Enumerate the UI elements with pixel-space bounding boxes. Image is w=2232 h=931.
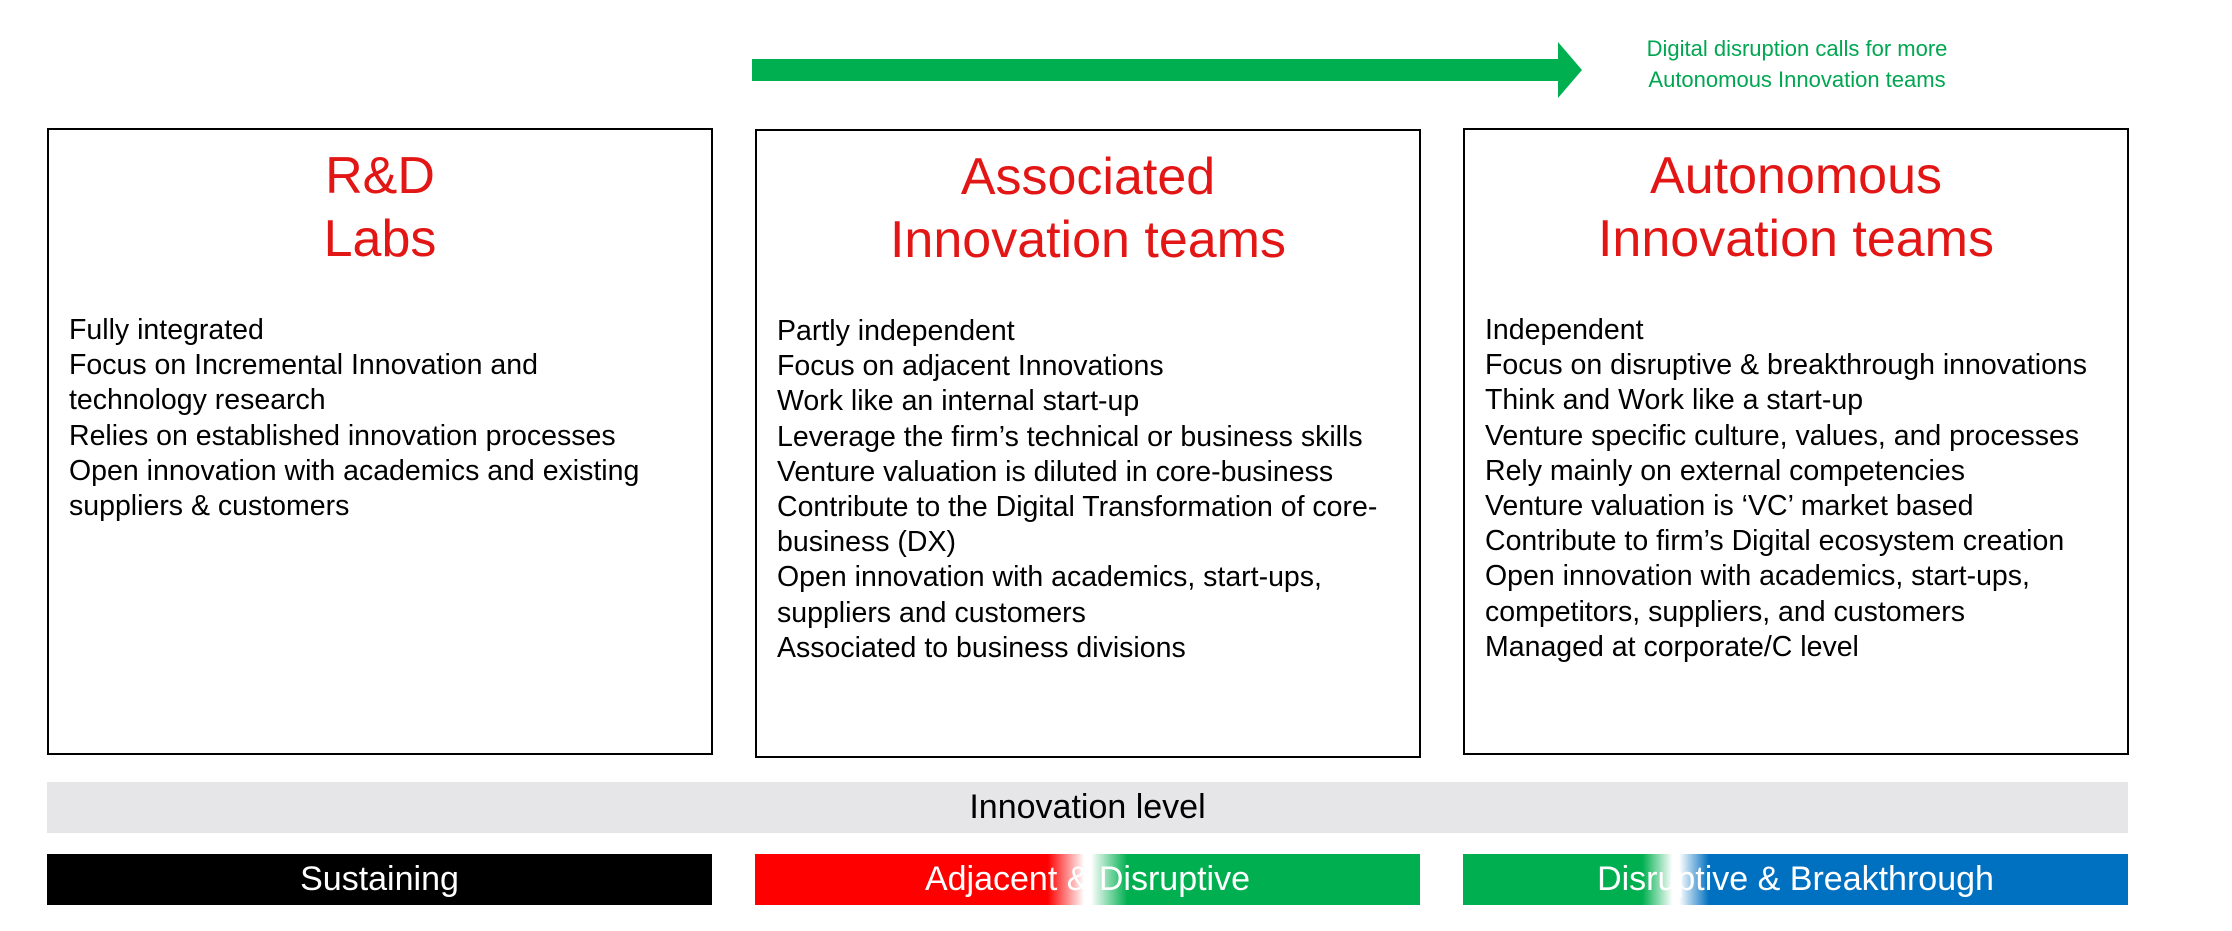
- callout-line-2: Autonomous Innovation teams: [1648, 67, 1946, 92]
- list-item: Fully integrated: [69, 314, 264, 346]
- list-item: Open innovation with academics, start-up…: [777, 561, 1322, 629]
- list-item: Rely mainly on external competencies: [1485, 454, 1965, 487]
- list-item: Open innovation with academics and exist…: [69, 454, 640, 523]
- list-item: Independent: [1485, 314, 1644, 346]
- card-title-line-1: R&D: [325, 147, 435, 205]
- list-item: Focus on disruptive & breakthrough innov…: [1485, 349, 2088, 382]
- card-title-line-1: Associated: [960, 148, 1216, 206]
- list-item: Partly independent: [777, 315, 1015, 347]
- list-item: Focus on adjacent Innovations: [777, 350, 1164, 383]
- list-item: Associated to business divisions: [777, 631, 1186, 664]
- progression-arrow: [752, 42, 1582, 98]
- card-title: R&D Labs: [49, 145, 711, 271]
- card-feature-list: Independent Focus on disruptive & breakt…: [1465, 313, 2127, 665]
- arrow-shaft: [752, 59, 1560, 81]
- disruption-callout: Digital disruption calls for more Autono…: [1580, 33, 2014, 95]
- card-title: Associated Innovation teams: [757, 146, 1419, 272]
- callout-line-1: Digital disruption calls for more: [1646, 36, 1948, 61]
- card-feature-list: Partly independent Focus on adjacent Inn…: [757, 314, 1419, 666]
- card-title-line-2: Innovation teams: [889, 211, 1287, 269]
- list-item: Open innovation with academics, start-up…: [1485, 560, 2030, 628]
- level-bar-sustaining: Sustaining: [47, 854, 712, 905]
- innovation-level-band: Innovation level: [47, 782, 2128, 833]
- card-title-line-2: Innovation teams: [1597, 210, 1995, 268]
- list-item: Venture valuation is diluted in core-bus…: [777, 455, 1334, 488]
- level-bar-disruptive-breakthrough: Disruptive & Breakthrough: [1463, 854, 2128, 905]
- card-title-line-2: Labs: [323, 210, 437, 268]
- card-feature-list: Fully integrated Focus on Incremental In…: [49, 313, 711, 524]
- list-item: Focus on Incremental Innovation and tech…: [69, 349, 538, 417]
- list-item: Leverage the firm’s technical or busines…: [777, 420, 1363, 453]
- list-item: Contribute to firm’s Digital ecosystem c…: [1485, 525, 2065, 558]
- list-item: Work like an internal start-up: [777, 385, 1140, 418]
- card-associated-innovation-teams: Associated Innovation teams Partly indep…: [755, 129, 1421, 758]
- card-title: Autonomous Innovation teams: [1465, 145, 2127, 271]
- card-title-line-1: Autonomous: [1650, 147, 1942, 205]
- list-item: Managed at corporate/C level: [1485, 630, 1859, 663]
- list-item: Venture specific culture, values, and pr…: [1485, 419, 2080, 452]
- arrow-head: [1558, 42, 1582, 98]
- list-item: Think and Work like a start-up: [1485, 384, 1864, 417]
- level-bar-adjacent-disruptive: Adjacent & Disruptive: [755, 854, 1420, 905]
- list-item: Relies on established innovation process…: [69, 419, 616, 452]
- list-item: Contribute to the Digital Transformation…: [777, 491, 1378, 559]
- card-autonomous-innovation-teams: Autonomous Innovation teams Independent …: [1463, 128, 2129, 755]
- card-rd-labs: R&D Labs Fully integrated Focus on Incre…: [47, 128, 713, 755]
- list-item: Venture valuation is ‘VC’ market based: [1485, 490, 1974, 523]
